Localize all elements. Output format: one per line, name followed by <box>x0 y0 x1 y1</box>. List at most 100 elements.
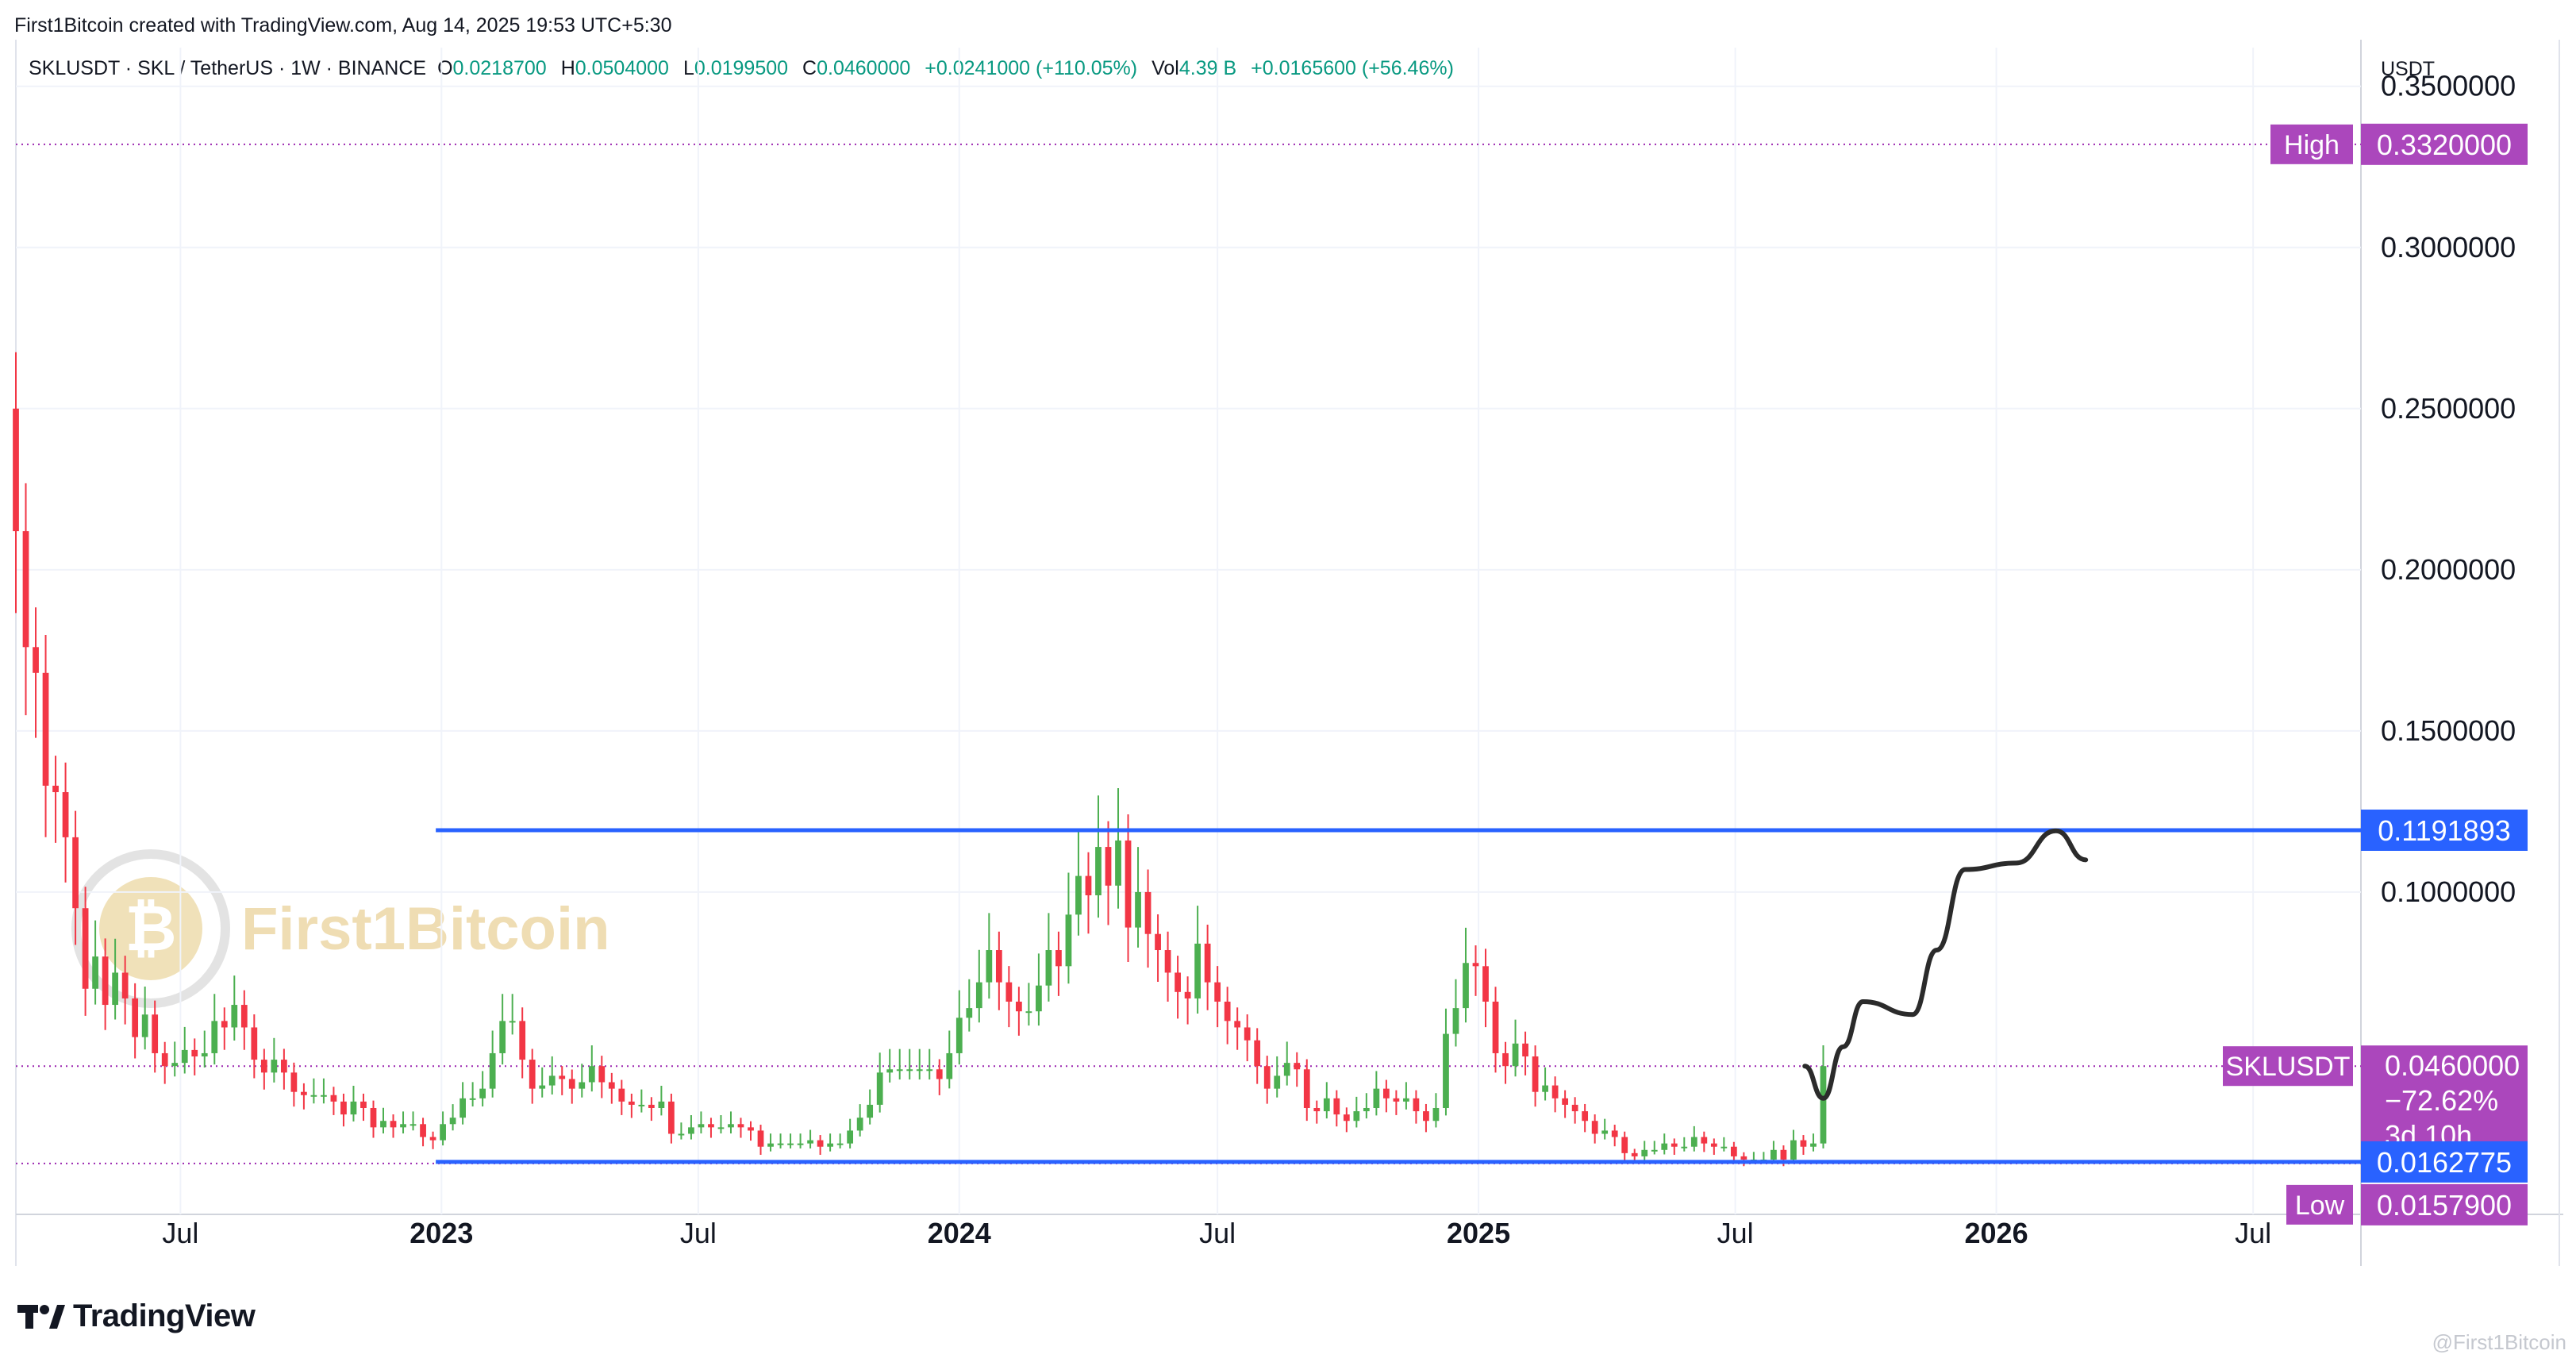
candle-body <box>1085 875 1092 895</box>
candle-body <box>1611 1130 1618 1137</box>
candle-body <box>529 1060 536 1089</box>
candle-body <box>1294 1063 1301 1070</box>
candle-body <box>1105 847 1112 886</box>
candle-body <box>240 1005 248 1028</box>
candle <box>966 979 973 1032</box>
candle-body <box>161 1052 168 1067</box>
time-tick-label: Jul <box>1199 1217 1236 1249</box>
candle <box>1065 872 1072 984</box>
candle-body <box>1234 1021 1241 1028</box>
candle-body <box>1582 1111 1589 1122</box>
candle <box>191 1038 198 1075</box>
candle-body <box>1224 1001 1231 1022</box>
candle-body <box>171 1063 179 1067</box>
candle-body <box>1631 1152 1638 1156</box>
candle-body <box>400 1124 406 1128</box>
candle-body <box>1432 1107 1440 1122</box>
candle <box>1562 1090 1569 1118</box>
candle <box>986 913 993 999</box>
candle-body <box>420 1124 426 1137</box>
candle <box>1730 1141 1737 1164</box>
candle <box>42 635 49 837</box>
candle <box>1164 931 1171 1002</box>
candle <box>1005 966 1013 1028</box>
candle-body <box>321 1095 327 1097</box>
candle <box>847 1118 854 1148</box>
candle <box>1661 1133 1668 1155</box>
candle <box>1492 987 1499 1073</box>
candle-body <box>479 1088 486 1098</box>
candle <box>1144 869 1152 968</box>
candle <box>1085 852 1092 934</box>
change-value: +0.0241000 (+110.05%) <box>925 57 1138 79</box>
candle <box>1582 1103 1589 1133</box>
time-axis-ticks: Jul 2023 Jul 2024 Jul 2025 Jul 2026 Jul <box>162 48 2271 1249</box>
candle-body <box>469 1098 476 1100</box>
candle <box>1413 1090 1420 1124</box>
candle-body <box>728 1124 734 1128</box>
time-tick-label: 2026 <box>1965 1217 2028 1249</box>
candle-body <box>926 1069 933 1072</box>
candle <box>1135 847 1141 948</box>
candle-body <box>807 1140 813 1144</box>
candle-body <box>698 1124 705 1128</box>
candle-body <box>102 956 109 1006</box>
candle-body <box>1323 1098 1330 1112</box>
candle-body <box>1353 1111 1360 1122</box>
candle-body <box>896 1069 903 1072</box>
candle-body <box>22 531 29 648</box>
candle-body <box>906 1069 913 1072</box>
candle <box>1244 1014 1251 1062</box>
candle <box>1115 788 1121 909</box>
candle-body <box>955 1018 963 1053</box>
candle-body <box>1333 1098 1340 1115</box>
candle <box>201 1030 208 1068</box>
candle <box>955 990 963 1065</box>
candle <box>1323 1082 1330 1119</box>
candle <box>1551 1076 1559 1113</box>
candle-body <box>1710 1143 1717 1147</box>
tradingview-logo[interactable]: TradingView <box>17 1299 256 1334</box>
candle-body <box>1393 1098 1400 1102</box>
candle <box>906 1048 913 1080</box>
price-tick-label: 0.2000000 <box>2381 553 2516 586</box>
candle <box>1125 814 1132 962</box>
candle <box>1036 953 1042 1026</box>
candle <box>1591 1114 1598 1144</box>
candle-body <box>370 1107 377 1128</box>
current-price-line: 0.0460000 <box>2385 1049 2520 1082</box>
candle <box>479 1071 486 1107</box>
candle-body <box>1155 933 1161 951</box>
candle <box>598 1056 606 1098</box>
candle-body <box>717 1127 725 1129</box>
price-tick-label: 0.3500000 <box>2381 70 2516 102</box>
candle <box>350 1085 357 1122</box>
candle-body <box>1184 991 1191 998</box>
candle-body <box>280 1060 287 1073</box>
candle-body <box>1532 1056 1539 1092</box>
candle <box>936 1059 943 1095</box>
candle <box>1452 979 1459 1047</box>
candle <box>1025 983 1032 1026</box>
candle-body <box>1313 1107 1321 1112</box>
candle <box>728 1111 734 1134</box>
candle-body <box>827 1143 833 1147</box>
volume-value: 4.39 B <box>1178 57 1237 79</box>
candle-body <box>688 1127 694 1134</box>
candle-body <box>112 972 119 1006</box>
candle <box>380 1107 386 1134</box>
candle <box>400 1111 406 1134</box>
candle-body <box>748 1127 754 1131</box>
candle <box>152 1000 159 1073</box>
time-tick-label: Jul <box>2235 1217 2271 1249</box>
candle <box>975 949 982 1023</box>
candle <box>1095 795 1102 918</box>
candle <box>1710 1138 1717 1155</box>
candle <box>1621 1131 1628 1161</box>
candle <box>1184 976 1191 1025</box>
candle <box>797 1133 804 1148</box>
symbol-title[interactable]: SKLUSDT · SKL / TetherUS · 1W · BINANCE <box>29 57 427 79</box>
candle <box>708 1118 714 1138</box>
high-tag: High <box>2270 124 2353 164</box>
